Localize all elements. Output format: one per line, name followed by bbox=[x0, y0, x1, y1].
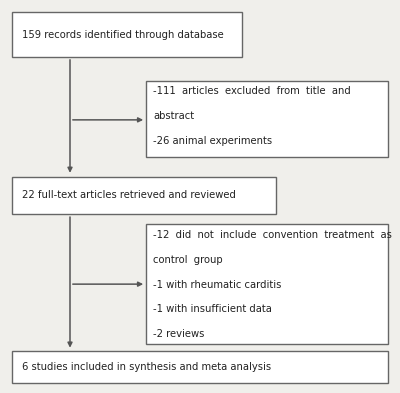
Text: -12  did  not  include  convention  treatment  as

control  group

-1 with rheum: -12 did not include convention treatment… bbox=[153, 230, 392, 339]
Text: 6 studies included in synthesis and meta analysis: 6 studies included in synthesis and meta… bbox=[22, 362, 271, 372]
FancyBboxPatch shape bbox=[12, 177, 276, 214]
Text: 22 full-text articles retrieved and reviewed: 22 full-text articles retrieved and revi… bbox=[22, 190, 236, 200]
Text: -111  articles  excluded  from  title  and

abstract

-26 animal experiments: -111 articles excluded from title and ab… bbox=[153, 86, 351, 146]
FancyBboxPatch shape bbox=[12, 351, 388, 383]
Text: 159 records identified through database: 159 records identified through database bbox=[22, 29, 224, 40]
FancyBboxPatch shape bbox=[146, 224, 388, 344]
FancyBboxPatch shape bbox=[12, 12, 242, 57]
FancyBboxPatch shape bbox=[146, 81, 388, 157]
